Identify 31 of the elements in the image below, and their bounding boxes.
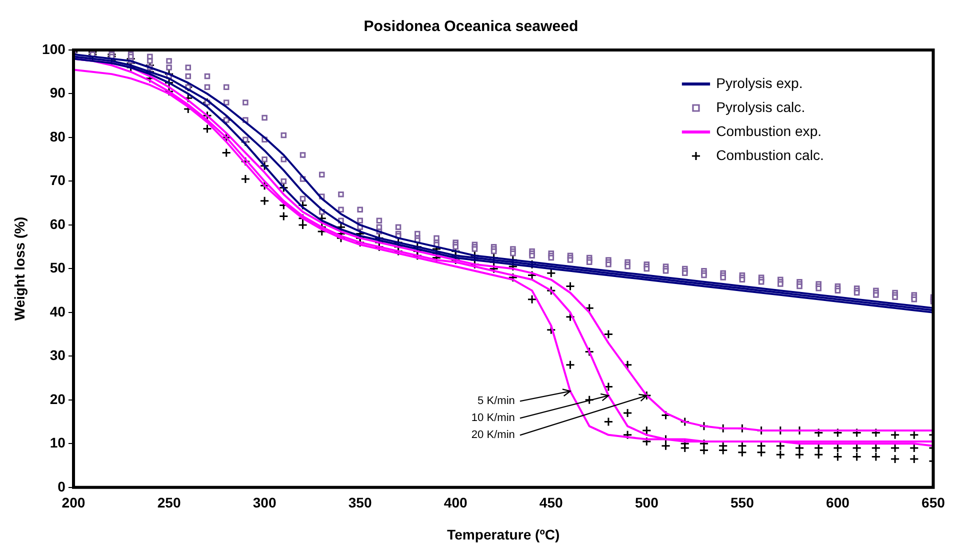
- legend-label: Pyrolysis exp.: [716, 74, 803, 91]
- y-tick-label: 80: [50, 128, 66, 144]
- x-tick-label: 650: [922, 494, 946, 511]
- legend-label: Combustion calc.: [716, 146, 824, 163]
- x-tick-label: 500: [634, 494, 659, 511]
- x-tick-label: 600: [826, 494, 850, 511]
- y-tick-label: 40: [50, 303, 66, 320]
- y-tick-label: 50: [50, 260, 66, 276]
- legend-label: Combustion exp.: [716, 122, 822, 139]
- y-tick-label: 10: [50, 434, 66, 451]
- annotation: 10 K/min: [471, 412, 515, 424]
- x-tick-label: 300: [252, 494, 276, 511]
- y-tick-label: 30: [50, 347, 66, 364]
- x-tick-label: 550: [730, 494, 754, 511]
- x-axis-title: Temperature (ºC): [447, 526, 560, 542]
- y-tick-label: 70: [50, 172, 66, 188]
- y-tick-label: 20: [50, 390, 66, 407]
- annotation: 5 K/min: [477, 395, 515, 408]
- y-tick-label: 0: [58, 478, 66, 494]
- x-tick-label: 250: [157, 494, 181, 511]
- y-tick-label: 90: [50, 84, 66, 101]
- legend-label: Pyrolysis calc.: [716, 98, 806, 115]
- y-tick-label: 60: [50, 216, 66, 232]
- x-tick-label: 450: [539, 494, 564, 511]
- x-tick-label: 400: [444, 494, 468, 511]
- y-tick-label: 100: [42, 40, 66, 57]
- chart-title: Posidonea Oceanica seaweed: [364, 18, 578, 36]
- y-axis-title: Weight loss (%): [11, 216, 28, 321]
- x-tick-label: 200: [62, 494, 86, 511]
- x-tick-label: 350: [348, 494, 372, 511]
- annotation: 20 K/min: [471, 429, 515, 442]
